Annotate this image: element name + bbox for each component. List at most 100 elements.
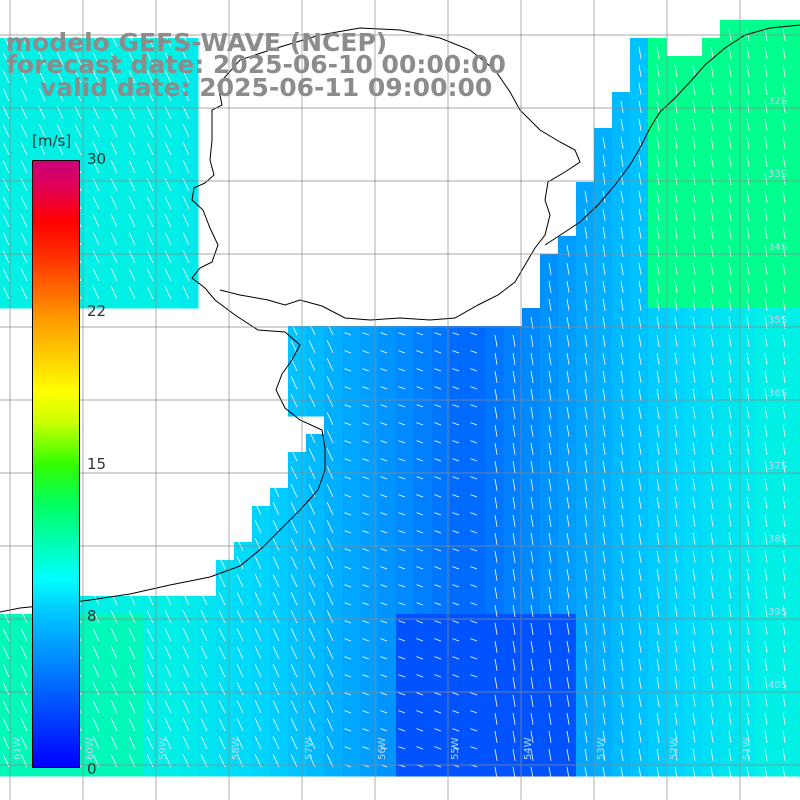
wind-cell — [18, 110, 37, 129]
wind-cell — [342, 650, 361, 669]
wind-cell — [18, 722, 37, 741]
wind-arrow — [452, 728, 460, 732]
wind-arrow — [764, 730, 768, 743]
wind-arrow — [602, 712, 606, 725]
wind-arrow — [362, 512, 370, 516]
wind-cell — [54, 74, 73, 93]
wind-arrow — [92, 214, 100, 228]
wind-arrow — [656, 370, 660, 383]
wind-arrow — [512, 514, 516, 527]
wind-arrow — [470, 404, 478, 408]
wind-cell — [378, 434, 397, 453]
wind-cell — [90, 236, 109, 255]
wind-arrow — [620, 244, 624, 257]
wind-arrow — [164, 52, 172, 66]
wind-arrow — [512, 604, 516, 617]
wind-arrow — [92, 682, 100, 696]
wind-cell — [126, 92, 145, 111]
wind-cell — [36, 74, 55, 93]
wind-cell — [90, 182, 109, 201]
wind-arrow — [566, 568, 570, 581]
wind-arrow — [692, 370, 696, 383]
wind-cell — [18, 254, 37, 273]
wind-arrow — [110, 142, 118, 156]
wind-arrow — [710, 424, 714, 437]
wind-arrow — [746, 748, 750, 761]
wind-cell — [414, 758, 433, 777]
wind-arrow — [692, 226, 696, 239]
wind-arrow — [452, 566, 460, 570]
wind-arrow — [308, 592, 316, 606]
wind-arrow — [782, 208, 786, 221]
wind-arrow — [92, 70, 100, 84]
wind-arrow — [398, 656, 406, 660]
wind-arrow — [674, 640, 678, 653]
wind-arrow — [782, 46, 786, 59]
wind-arrow — [254, 718, 262, 732]
wind-arrow — [692, 154, 696, 167]
wind-arrow — [344, 386, 352, 390]
wind-arrow — [236, 538, 244, 552]
wind-arrow — [362, 368, 370, 372]
wind-arrow — [584, 352, 588, 365]
wind-cell — [378, 542, 397, 561]
wind-arrow — [128, 250, 136, 264]
wind-cell — [378, 506, 397, 525]
wind-arrow — [146, 268, 154, 282]
wind-arrow — [236, 574, 244, 588]
wind-arrow — [602, 226, 606, 239]
wind-cell — [414, 614, 433, 633]
wind-cell — [0, 650, 19, 669]
wind-cell — [792, 164, 800, 183]
wind-cell — [252, 578, 271, 597]
wind-arrow — [20, 106, 28, 120]
wind-arrow — [548, 334, 552, 347]
wind-arrow — [290, 664, 298, 678]
wind-arrow — [146, 592, 154, 606]
wind-arrow — [416, 584, 424, 588]
wind-arrow — [584, 460, 588, 473]
wind-arrow — [746, 244, 750, 257]
wind-arrow — [290, 592, 298, 606]
wind-arrow — [746, 46, 750, 59]
wind-arrow — [146, 700, 154, 714]
wind-arrow — [710, 532, 714, 545]
wind-arrow — [782, 550, 786, 563]
wind-cell — [36, 128, 55, 147]
wind-arrow — [344, 620, 352, 624]
wind-arrow — [398, 494, 406, 498]
wind-arrow — [764, 118, 768, 131]
wind-arrow — [746, 154, 750, 167]
wind-arrow — [620, 658, 624, 671]
wind-cell — [162, 236, 181, 255]
wind-arrow — [674, 622, 678, 635]
wind-cell — [324, 560, 343, 579]
wind-arrow — [674, 478, 678, 491]
wind-arrow — [674, 550, 678, 563]
wind-arrow — [380, 710, 388, 714]
wind-cell — [18, 56, 37, 75]
wind-arrow — [326, 682, 334, 696]
wind-arrow — [692, 208, 696, 221]
wind-arrow — [362, 440, 370, 444]
wind-arrow — [110, 736, 118, 750]
wind-cell — [216, 632, 235, 651]
wind-arrow — [74, 34, 82, 48]
wind-arrow — [452, 746, 460, 750]
wind-arrow — [710, 478, 714, 491]
wind-arrow — [638, 424, 642, 437]
wind-arrow — [674, 226, 678, 239]
wind-cell — [180, 110, 199, 129]
wind-arrow — [782, 766, 786, 779]
wind-arrow — [746, 388, 750, 401]
wind-cell — [180, 218, 199, 237]
wind-cell — [360, 758, 379, 777]
wind-cell — [216, 722, 235, 741]
wind-cell — [360, 542, 379, 561]
wind-cell — [252, 560, 271, 579]
wind-cell — [90, 254, 109, 273]
wind-arrow — [308, 574, 316, 588]
wind-cell — [216, 668, 235, 687]
wind-cell — [144, 254, 163, 273]
wind-arrow — [728, 676, 732, 689]
